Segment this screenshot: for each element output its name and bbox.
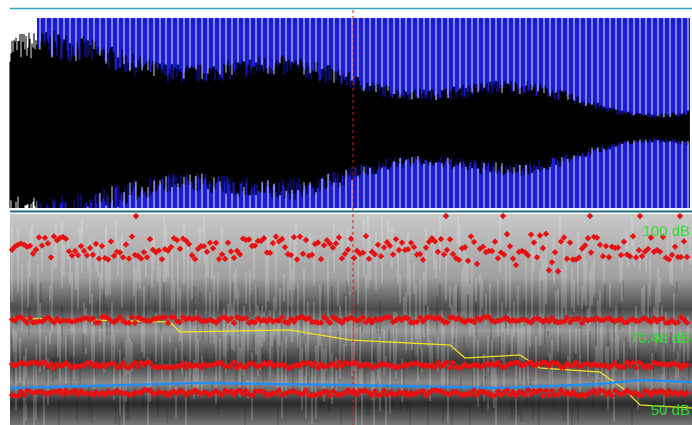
db-label-bottom: 50 dB bbox=[651, 402, 690, 419]
sound-editor: 100 dB 70.48 dB 50 dB bbox=[0, 0, 692, 425]
page: 100 dB 70.48 dB 50 dB (() => { const dat… bbox=[0, 0, 692, 425]
db-label-top: 100 dB bbox=[642, 223, 690, 240]
db-label-middle: 70.48 dB bbox=[630, 330, 690, 347]
